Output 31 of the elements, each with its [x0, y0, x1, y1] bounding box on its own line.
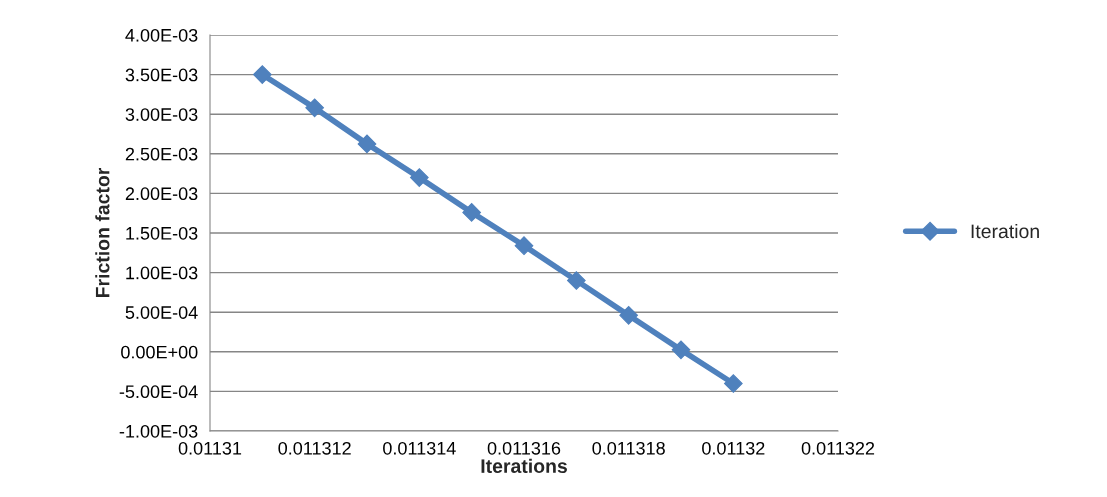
x-tick-label: 0.01132 [702, 441, 765, 455]
x-tick-label: 0.011318 [592, 441, 665, 455]
y-tick-label: -1.00E-03 [119, 424, 198, 438]
point [514, 236, 534, 256]
x-tick-label: 0.01131 [178, 441, 242, 455]
point [305, 98, 325, 118]
x-tick-label: 0.011322 [801, 441, 875, 455]
y-tick-label: 0.00E+00 [121, 345, 198, 359]
point [566, 271, 586, 290]
point [357, 134, 377, 154]
y-axis-title: Friction factor [95, 167, 110, 298]
y-tick-label: 2.00E-03 [125, 187, 198, 201]
y-tick-label: 1.00E-03 [126, 266, 198, 280]
y-tick-label: 3.00E-03 [125, 108, 198, 121]
y-tick-label: -5.00E-04 [119, 385, 198, 399]
point [462, 203, 482, 222]
legend-label: Iteration [971, 223, 1039, 239]
point [252, 65, 272, 84]
y-tick-label: 3.50E-03 [125, 68, 198, 82]
x-tick-label: 0.011312 [278, 441, 351, 455]
y-tick-label: 1.50E-03 [126, 226, 198, 240]
point [723, 374, 743, 393]
point [409, 168, 429, 187]
x-axis-title: Iterations [481, 458, 567, 473]
point [619, 306, 639, 325]
x-tick-label: 0.011316 [487, 441, 561, 455]
y-tick-label: 2.50E-03 [125, 147, 198, 161]
y-tick-label: 4.00E-03 [125, 28, 198, 42]
point [671, 340, 691, 360]
x-tick-label: 0.011314 [383, 441, 456, 455]
y-tick-label: 5.00E-04 [125, 306, 198, 319]
